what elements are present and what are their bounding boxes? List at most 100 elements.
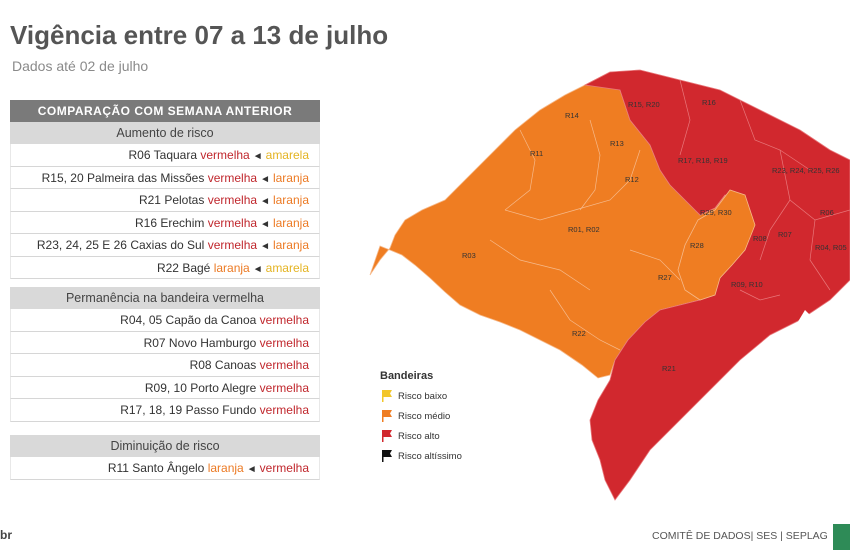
table-row: R23, 24, 25 E 26 Caxias do Sul vermelha ◄…: [10, 234, 320, 257]
region-code: R17, 18, 19: [120, 403, 183, 417]
flag-to: laranja: [272, 215, 309, 230]
table-row: R07 Novo Hamburgo vermelha: [10, 331, 320, 354]
flag-current: vermelha: [259, 380, 309, 395]
arrow-left-icon: ◄: [260, 241, 270, 252]
region-code: R16: [134, 215, 157, 230]
page-subtitle: Dados até 02 de julho: [12, 58, 149, 74]
region-name: Caxias do Sul: [130, 238, 205, 252]
flag-icon: [382, 410, 392, 423]
flag-icon: [382, 430, 392, 443]
section-heading-permanencia: Permanência na bandeira vermelha: [10, 287, 320, 309]
legend-item: Risco alto: [380, 428, 462, 448]
flag-to: vermelha: [259, 461, 309, 475]
region-code: R15, 20: [41, 170, 84, 185]
legend-label: Risco alto: [398, 431, 440, 442]
region-code: R06: [128, 148, 151, 162]
table-row: R22 Bagé laranja ◄ amarela: [10, 256, 320, 279]
flag-to: laranja: [272, 238, 309, 252]
region-label-r0102: R01, R02: [568, 225, 600, 234]
table-row: R15, 20 Palmeira das Missões vermelha ◄ la…: [10, 166, 320, 189]
diminuicao-list: R11 Santo Ângelo laranja ◄ vermelha: [10, 457, 320, 480]
rs-region-map: R14 R11 R13 R12 R01, R02 R03 R22 R27 R28…: [369, 69, 850, 501]
region-label-r27: R27: [658, 273, 672, 282]
region-label-r0910: R09, R10: [731, 280, 763, 289]
arrow-left-icon: ◄: [252, 151, 263, 162]
flag-to: amarela: [265, 260, 309, 275]
flag-from: vermelha: [207, 215, 258, 230]
flag-from: vermelha: [200, 148, 250, 162]
region-code: R09, 10: [144, 380, 187, 395]
region-name: Santo Ângelo: [132, 461, 205, 475]
table-row: R04, 05 Capão da Canoa vermelha: [10, 309, 320, 332]
arrow-left-icon: ◄: [246, 464, 257, 475]
region-name: Passo Fundo: [185, 403, 257, 417]
table-row: R11 Santo Ângelo laranja ◄ vermelha: [10, 457, 320, 480]
legend: Bandeiras Risco baixo Risco médio Risco al…: [380, 370, 462, 468]
legend-label: Risco altíssimo: [398, 451, 462, 462]
flag-to: laranja: [272, 193, 309, 207]
region-label-r22: R22: [572, 329, 586, 338]
flag-to: laranja: [272, 170, 309, 185]
table-row: R16 Erechim vermelha ◄ laranja: [10, 211, 320, 234]
legend-item: Risco altíssimo: [380, 448, 462, 468]
region-boundaries-red: [679, 79, 850, 301]
section-heading-diminuicao: Diminuição de risco: [10, 435, 320, 457]
region-code: R23, 24, 25 E 26: [36, 238, 127, 252]
table-row: R21 Pelotas vermelha ◄ laranja: [10, 189, 320, 212]
permanencia-panel: Permanência na bandeira vermelha R04, 05…: [10, 287, 320, 422]
region-label-r21: R21: [662, 364, 676, 373]
region-code: R21: [138, 193, 161, 207]
region-name: Porto Alegre: [190, 380, 257, 395]
table-row: R17, 18, 19 Passo Fundo vermelha: [10, 399, 320, 422]
flag-icon: [382, 450, 392, 463]
region-name: Novo Hamburgo: [168, 335, 257, 350]
region-name: Taquara: [153, 148, 198, 162]
comparison-panel: COMPARAÇÃO COM SEMANA ANTERIOR Aumento d…: [10, 100, 320, 279]
flag-current: vermelha: [259, 335, 309, 350]
region-label-r08: R08: [753, 234, 767, 243]
arrow-left-icon: ◄: [252, 263, 263, 275]
region-name: Bagé: [182, 260, 211, 275]
legend-title: Bandeiras: [380, 370, 434, 382]
region-code: R07: [143, 335, 166, 350]
flag-from: laranja: [213, 260, 250, 275]
flag-icon: [382, 390, 392, 403]
region-code: R22: [156, 260, 179, 275]
region-name: Pelotas: [164, 193, 205, 207]
region-code: R11: [107, 461, 129, 475]
region-label-r28: R28: [690, 241, 704, 250]
region-r28-r29r30: [677, 189, 756, 301]
region-label-r2326: R23, R24, R25, R26: [772, 166, 840, 175]
footer-green-block: [833, 524, 850, 550]
region-label-r16: R16: [702, 98, 716, 107]
region-label-r07: R07: [778, 230, 792, 239]
table-row: R08 Canoas vermelha: [10, 354, 320, 377]
lagoa-dos-patos: [712, 310, 820, 455]
region-label-r14: R14: [565, 111, 579, 120]
flag-from: laranja: [207, 461, 244, 475]
region-label-r2930: R29, R30: [700, 208, 732, 217]
legend-items: Risco baixo Risco médio Risco alto Risco al…: [380, 388, 462, 468]
section-heading-aumento: Aumento de risco: [10, 122, 320, 144]
region-label-r11: R11: [530, 149, 543, 158]
flag-from: vermelha: [207, 238, 258, 252]
flag-from: vermelha: [207, 170, 258, 185]
flag-from: vermelha: [207, 193, 258, 207]
flag-to: amarela: [265, 148, 309, 162]
region-code: R04, 05: [120, 313, 163, 327]
permanencia-list: R04, 05 Capão da Canoa vermelha R07 Novo …: [10, 309, 320, 422]
region-label-r1520: R15, R20: [628, 100, 660, 109]
page-title: Vigência entre 07 a 13 de julho: [10, 20, 389, 50]
aumento-list: R06 Taquara vermelha ◄ amarela R15, 20 Palm…: [10, 144, 320, 279]
diminuicao-panel: Diminuição de risco R11 Santo Ângelo lar…: [10, 435, 320, 480]
region-boundaries: [489, 119, 681, 351]
legend-item: Risco médio: [380, 408, 462, 428]
flag-current: vermelha: [259, 313, 309, 327]
arrow-left-icon: ◄: [260, 173, 270, 185]
arrow-left-icon: ◄: [260, 218, 270, 230]
flag-current: vermelha: [259, 403, 309, 417]
comparison-heading: COMPARAÇÃO COM SEMANA ANTERIOR: [10, 100, 320, 122]
region-code: R08: [189, 358, 212, 372]
table-row: R09, 10 Porto Alegre vermelha: [10, 376, 320, 399]
region-name: Erechim: [160, 215, 205, 230]
